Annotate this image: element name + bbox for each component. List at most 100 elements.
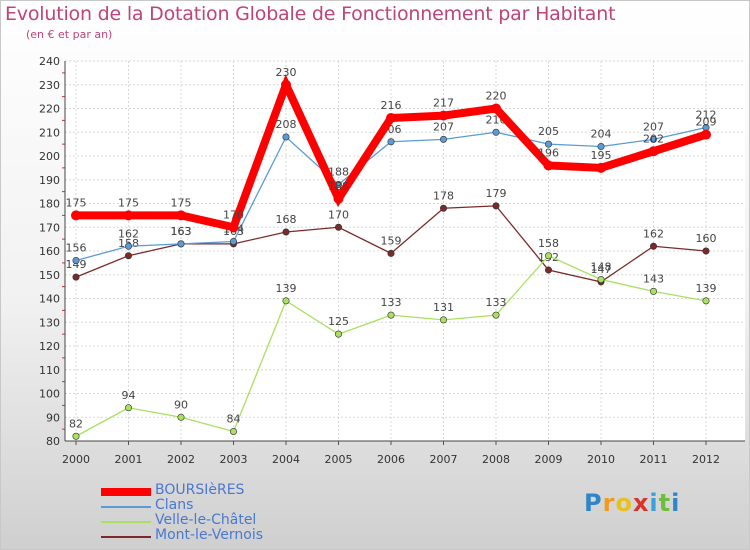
y-tick-label: 230: [39, 79, 60, 92]
line-chart: 80 90 100 110 120 130 140 150 160 170 180 190 200 210…: [39, 55, 745, 466]
data-label: 188: [328, 180, 349, 193]
y-tick-label: 180: [39, 198, 60, 211]
data-label: 163: [171, 225, 192, 238]
data-point: [282, 228, 290, 236]
data-label: 208: [276, 118, 297, 131]
data-label: 178: [433, 189, 454, 202]
logo-letter: t: [658, 489, 672, 517]
legend-swatch-clans: [101, 505, 151, 508]
x-tick-label: 2000: [62, 453, 90, 466]
data-point: [282, 297, 290, 305]
data-label: 196: [538, 147, 559, 160]
data-point: [333, 193, 344, 204]
data-point: [72, 256, 80, 264]
data-point: [123, 210, 134, 221]
data-point: [702, 297, 710, 305]
data-label: 162: [118, 227, 139, 240]
data-label: 84: [227, 413, 241, 426]
data-label: 162: [643, 227, 664, 240]
logo-letter: i: [649, 489, 659, 517]
data-label: 148: [591, 261, 612, 274]
data-label: 188: [328, 166, 349, 179]
legend-label-clans: Clans: [155, 497, 194, 513]
chart-subtitle: (en € et par an): [26, 28, 113, 41]
data-label: 147: [591, 263, 612, 276]
data-point: [387, 138, 395, 146]
data-label: 133: [486, 296, 507, 309]
x-tick-label: 2011: [640, 453, 668, 466]
x-tick-label: 2009: [535, 453, 563, 466]
x-tick-label: 2002: [167, 453, 195, 466]
data-point: [230, 427, 238, 435]
data-label: 230: [276, 66, 297, 79]
data-label: 175: [171, 196, 192, 209]
logo-letter: i: [671, 489, 681, 517]
legend-swatch-velle-le-chatel: [101, 520, 151, 523]
data-point: [282, 133, 290, 141]
data-label: 163: [171, 225, 192, 238]
data-point: [387, 249, 395, 257]
data-point: [543, 160, 554, 171]
data-label: 170: [223, 208, 244, 221]
y-tick-label: 80: [46, 435, 60, 448]
legend-label-velle-le-chatel: Velle-le-Châtel: [155, 512, 257, 528]
data-label: 175: [66, 196, 87, 209]
y-tick-label: 150: [39, 269, 60, 282]
data-label: 179: [486, 187, 507, 200]
legend-swatch-boursieres: [101, 487, 151, 496]
data-point: [71, 210, 81, 221]
data-label: 170: [328, 208, 349, 221]
data-label: 139: [696, 282, 717, 295]
data-point: [439, 204, 447, 212]
x-tick-label: 2012: [692, 453, 720, 466]
data-point: [386, 113, 396, 123]
data-label: 209: [696, 116, 717, 129]
data-point: [387, 311, 395, 319]
y-tick-label: 190: [39, 174, 60, 187]
data-label: 195: [591, 149, 612, 162]
y-tick-label: 110: [39, 364, 60, 377]
data-point: [334, 223, 342, 231]
data-point: [492, 311, 500, 319]
data-label: 217: [433, 97, 454, 110]
data-point: [544, 140, 552, 148]
data-label: 160: [696, 232, 717, 245]
data-point: [228, 222, 239, 233]
y-tick-label: 100: [39, 388, 60, 401]
data-point: [649, 242, 657, 250]
data-label: 205: [538, 125, 559, 138]
data-point: [439, 316, 447, 324]
data-label: 90: [174, 398, 188, 411]
proxiti-logo: Proxiti: [584, 489, 680, 517]
x-tick-label: 2001: [115, 453, 143, 466]
legend-label-mont-le-vernois: Mont-le-Vernois: [155, 527, 264, 543]
data-point: [702, 247, 710, 255]
data-label: 158: [538, 237, 559, 250]
data-point: [649, 135, 657, 143]
y-tick-label: 140: [39, 293, 60, 306]
y-tick-label: 170: [39, 221, 60, 234]
data-label: 139: [276, 282, 297, 295]
y-tick-label: 160: [39, 245, 60, 258]
data-label: 204: [591, 128, 612, 141]
data-point: [230, 238, 238, 246]
x-tick-label: 2005: [325, 453, 353, 466]
data-point: [177, 240, 185, 248]
data-label: 131: [433, 301, 454, 314]
data-point: [492, 128, 500, 136]
data-point: [544, 252, 552, 260]
logo-letter: P: [584, 489, 603, 517]
data-point: [72, 273, 80, 281]
y-tick-label: 220: [39, 103, 60, 116]
data-label: 202: [643, 132, 664, 145]
data-label: 156: [66, 242, 87, 255]
data-point: [597, 275, 605, 283]
data-label: 212: [696, 109, 717, 122]
y-tick-label: 130: [39, 316, 60, 329]
data-point: [648, 146, 659, 157]
data-point: [492, 202, 500, 210]
logo-letter: r: [602, 489, 616, 517]
data-point: [334, 330, 342, 338]
data-label: 94: [122, 389, 136, 402]
